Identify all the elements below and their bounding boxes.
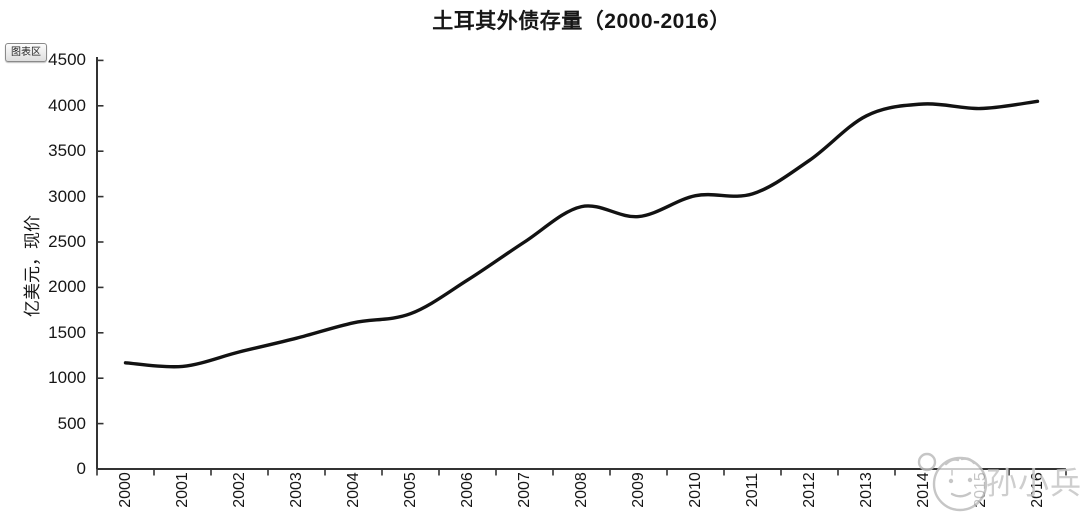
y-tick-label: 0 [76, 459, 86, 478]
x-tick-label: 2013 [857, 472, 875, 508]
y-tick-label: 4000 [48, 95, 86, 115]
y-tick-label: 3500 [48, 141, 86, 161]
y-tick-label: 500 [57, 413, 86, 433]
x-tick-label: 2012 [800, 472, 818, 508]
chart-title: 土耳其外债存量（2000-2016） [432, 10, 731, 33]
y-tick-label: 1500 [48, 322, 86, 342]
x-tick-label: 2014 [914, 472, 932, 508]
x-tick-label: 2007 [515, 472, 533, 508]
x-tick-label: 2002 [230, 472, 248, 508]
x-tick-label: 2016 [1028, 472, 1046, 508]
y-tick-label: 1000 [48, 368, 86, 388]
x-tick-label: 2006 [458, 472, 476, 508]
x-tick-label: 2004 [344, 472, 362, 508]
y-tick-label: 3000 [48, 186, 86, 206]
external-debt-line [123, 99, 1040, 369]
x-tick-label: 2011 [743, 472, 761, 508]
y-tick-label: 2000 [48, 277, 86, 297]
x-tick-label: 2009 [629, 472, 647, 508]
x-tick-label: 2015 [971, 472, 989, 508]
x-tick-label: 2001 [173, 472, 191, 508]
chart-area-tooltip: 图表区 [5, 43, 47, 62]
x-tick-label: 2005 [401, 472, 419, 508]
x-tick-label: 2000 [116, 472, 134, 508]
x-tick-label: 2008 [572, 472, 590, 508]
y-tick-label: 4500 [48, 50, 86, 70]
x-tick-label: 2010 [686, 472, 704, 508]
y-tick-label: 2500 [48, 232, 86, 251]
x-tick-label: 2003 [287, 472, 305, 508]
chart-area-tooltip-label: 图表区 [11, 47, 41, 58]
